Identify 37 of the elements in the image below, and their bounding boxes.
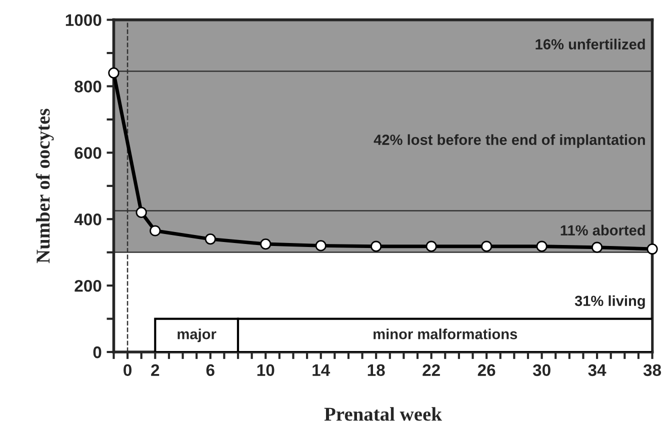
- point: [426, 240, 437, 252]
- x-tick-label: 34: [588, 364, 606, 376]
- y-tick-label: 600: [74, 147, 102, 159]
- y-tick-label: 400: [74, 214, 102, 226]
- y-axis-title: Number of oocytes: [36, 108, 54, 264]
- band-label: 31% living: [574, 295, 645, 309]
- y-tick-label: 1000: [66, 14, 102, 26]
- band-label: 16% unfertilized: [536, 38, 645, 50]
- point: [370, 240, 382, 252]
- x-tick-label: 0: [124, 364, 132, 376]
- band-label: major: [178, 328, 216, 342]
- x-tick-label: 10: [257, 364, 274, 376]
- y-tick-label: 0: [93, 346, 102, 358]
- y-tick-label: 800: [74, 80, 102, 92]
- x-tick-label: 38: [643, 364, 662, 376]
- point: [108, 67, 120, 79]
- point: [481, 240, 492, 252]
- band-label: 11% aborted: [560, 224, 645, 236]
- x-tick-label: 22: [422, 364, 440, 376]
- point: [150, 225, 161, 236]
- band-label: 42% lost before the end of implantation: [374, 134, 645, 148]
- x-tick-label: 26: [478, 364, 496, 376]
- point: [136, 206, 147, 218]
- x-tick-label: 14: [312, 364, 330, 376]
- x-tick-label: 18: [368, 364, 385, 376]
- y-tick-label: 200: [74, 280, 102, 292]
- point: [646, 243, 658, 255]
- band-label: minor malformations: [374, 328, 518, 340]
- point: [204, 233, 216, 245]
- point: [260, 238, 272, 250]
- point: [315, 240, 326, 252]
- x-tick-label: 30: [532, 364, 550, 376]
- x-tick-label: 6: [206, 364, 214, 376]
- point: [591, 242, 603, 253]
- point: [536, 240, 548, 252]
- x-axis-title: Prenatal week: [324, 407, 442, 421]
- x-tick-label: 2: [151, 364, 160, 376]
